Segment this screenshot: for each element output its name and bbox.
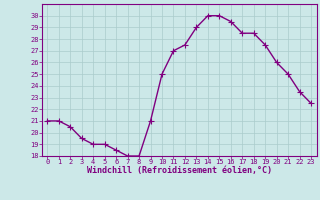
X-axis label: Windchill (Refroidissement éolien,°C): Windchill (Refroidissement éolien,°C) bbox=[87, 166, 272, 175]
